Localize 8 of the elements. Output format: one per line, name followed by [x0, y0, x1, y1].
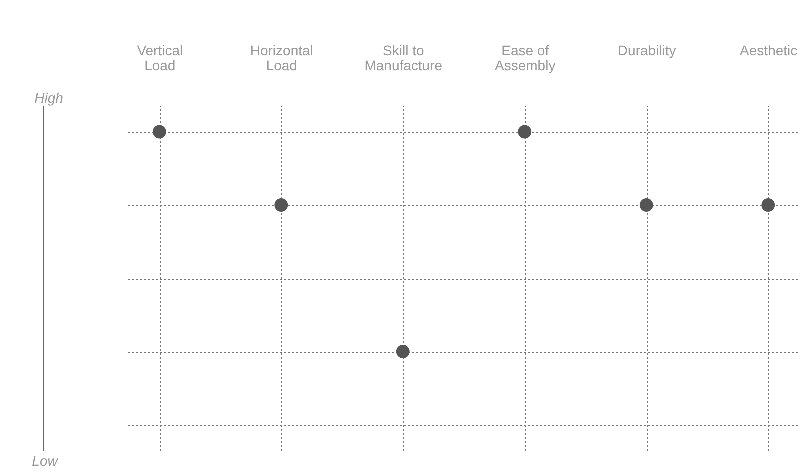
- text: Low: [32, 453, 59, 469]
- x-tick-label: Skill to Manufacture: [364, 42, 443, 74]
- x-tick-label: Durability: [618, 42, 676, 58]
- x-tick-label: Ease of Assembly: [495, 42, 556, 74]
- x-tick-label: Aesthetic: [740, 42, 798, 58]
- x-tick-label: Vertical Load: [137, 42, 184, 74]
- x-tick-label: Horizontal Load: [250, 42, 314, 74]
- text: High: [34, 90, 64, 106]
